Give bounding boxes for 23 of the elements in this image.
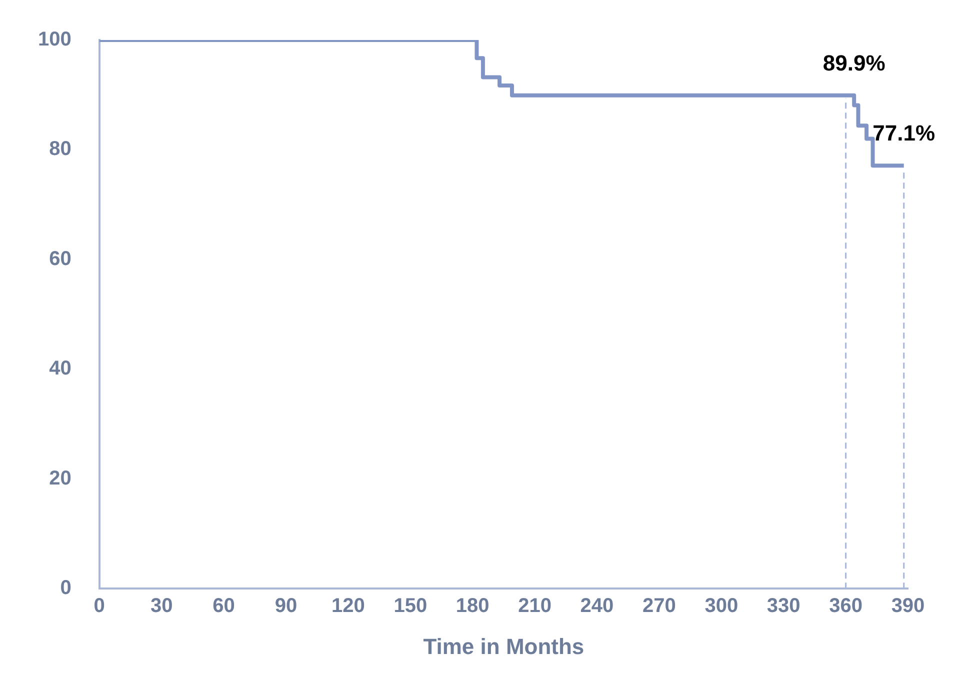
- y-tick-label: 100: [38, 28, 72, 51]
- annotation: 89.9%: [822, 50, 886, 76]
- y-tick-label: 20: [49, 467, 72, 490]
- x-tick-label: 390: [891, 595, 925, 618]
- x-tick-label: 90: [274, 595, 298, 618]
- y-tick-label: 60: [49, 248, 72, 270]
- x-tick-label: 210: [518, 595, 552, 618]
- x-tick-label: 270: [642, 595, 676, 618]
- annotation: 77.1%: [872, 120, 936, 146]
- x-tick-label: 240: [580, 595, 614, 618]
- y-tick-label: 0: [60, 577, 72, 600]
- y-tick-label: 40: [49, 358, 72, 380]
- x-tick-label: 120: [331, 595, 365, 618]
- x-tick-label: 0: [94, 595, 105, 618]
- x-tick-label: 30: [150, 595, 173, 618]
- x-tick-label: 330: [766, 595, 800, 618]
- x-axis-title: Time in Months: [423, 634, 584, 659]
- y-tick-label: 80: [49, 138, 72, 160]
- x-tick-label: 150: [394, 595, 428, 618]
- x-tick-label: 300: [704, 595, 738, 618]
- x-tick-label: 60: [212, 595, 235, 618]
- x-tick-label: 360: [829, 595, 862, 618]
- x-tick-label: 180: [456, 595, 490, 618]
